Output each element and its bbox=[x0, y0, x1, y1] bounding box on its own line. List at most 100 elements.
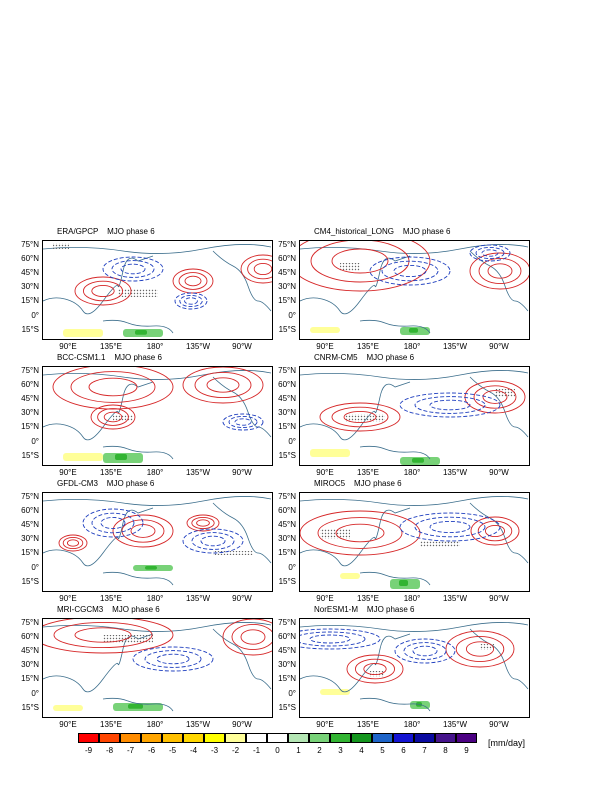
latitude-label: 45°N bbox=[278, 268, 296, 277]
longitude-label: 135°E bbox=[100, 342, 122, 351]
map-frame bbox=[42, 618, 273, 718]
colorbar-tick-label: 6 bbox=[401, 746, 406, 755]
panel-title: CNRM-CM5 MJO phase 6 bbox=[314, 353, 414, 362]
panel-model-name: CM4_historical_LONG bbox=[314, 227, 395, 236]
latitude-label: 75°N bbox=[21, 366, 39, 375]
latitude-label: 15°S bbox=[21, 703, 39, 712]
colorbar-swatch bbox=[183, 733, 204, 743]
latitude-label: 15°N bbox=[21, 296, 39, 305]
panel-title: GFDL-CM3 MJO phase 6 bbox=[57, 479, 154, 488]
latitude-label: 15°S bbox=[21, 451, 39, 460]
longitude-label: 90°W bbox=[489, 468, 509, 477]
latitude-label: 0° bbox=[288, 311, 296, 320]
map-frame bbox=[299, 618, 530, 718]
latitude-label: 30°N bbox=[278, 408, 296, 417]
colorbar-tick-label: -4 bbox=[189, 746, 198, 755]
latitude-label: 30°N bbox=[21, 408, 39, 417]
panel-model-name: GFDL-CM3 bbox=[57, 479, 98, 488]
map-frame bbox=[299, 492, 530, 592]
colorbar-unit: [mm/day] bbox=[488, 738, 526, 748]
longitude-label: 135°W bbox=[442, 468, 468, 477]
latitude-label: 60°N bbox=[278, 632, 296, 641]
longitude-label: 180° bbox=[403, 342, 421, 351]
latitude-label: 45°N bbox=[21, 520, 39, 529]
longitude-label: 135°E bbox=[100, 594, 122, 603]
latitude-label: 15°N bbox=[278, 674, 296, 683]
colorbar-tick-label: 8 bbox=[443, 746, 448, 755]
longitude-label: 90°E bbox=[59, 468, 77, 477]
latitude-label: 60°N bbox=[21, 380, 39, 389]
map-frame bbox=[299, 366, 530, 466]
panel-model-name: MIROC5 bbox=[314, 479, 346, 488]
panel-model-name: BCC-CSM1.1 bbox=[57, 353, 106, 362]
colorbar-swatch bbox=[435, 733, 456, 743]
panel-title: BCC-CSM1.1 MJO phase 6 bbox=[57, 353, 162, 362]
colorbar-swatch bbox=[372, 733, 393, 743]
latitude-label: 75°N bbox=[278, 492, 296, 501]
latitude-label: 60°N bbox=[278, 380, 296, 389]
latitude-label: 15°S bbox=[278, 577, 296, 586]
latitude-label: 30°N bbox=[278, 660, 296, 669]
longitude-label: 180° bbox=[146, 594, 164, 603]
longitude-label: 135°W bbox=[185, 468, 211, 477]
colorbar-swatch bbox=[393, 733, 414, 743]
latitude-label: 60°N bbox=[21, 632, 39, 641]
latitude-label: 60°N bbox=[21, 506, 39, 515]
colorbar-swatch bbox=[204, 733, 225, 743]
colorbar-swatch bbox=[99, 733, 120, 743]
longitude-label: 90°W bbox=[232, 720, 252, 729]
latitude-label: 15°N bbox=[21, 422, 39, 431]
colorbar-swatch bbox=[267, 733, 288, 743]
latitude-label: 75°N bbox=[21, 492, 39, 501]
latitude-label: 15°N bbox=[21, 674, 39, 683]
longitude-label: 180° bbox=[403, 594, 421, 603]
colorbar-swatch bbox=[78, 733, 99, 743]
colorbar-tick-label: 2 bbox=[317, 746, 322, 755]
latitude-label: 45°N bbox=[21, 394, 39, 403]
longitude-label: 180° bbox=[146, 468, 164, 477]
longitude-label: 135°W bbox=[442, 594, 468, 603]
colorbar-tick-label: 5 bbox=[380, 746, 385, 755]
panel-model-name: ERA/GPCP bbox=[57, 227, 99, 236]
panel-phase-label: MJO phase 6 bbox=[357, 353, 415, 362]
colorbar-tick-label: 9 bbox=[464, 746, 469, 755]
latitude-label: 15°S bbox=[278, 325, 296, 334]
latitude-label: 15°N bbox=[278, 422, 296, 431]
latitude-label: 0° bbox=[288, 437, 296, 446]
colorbar-swatch bbox=[246, 733, 267, 743]
latitude-label: 0° bbox=[31, 437, 39, 446]
latitude-label: 15°S bbox=[21, 577, 39, 586]
panel-model-name: MRI-CGCM3 bbox=[57, 605, 104, 614]
panel-title: MIROC5 MJO phase 6 bbox=[314, 479, 402, 488]
colorbar-swatch bbox=[162, 733, 183, 743]
colorbar-tick-label: 0 bbox=[275, 746, 280, 755]
latitude-label: 0° bbox=[31, 689, 39, 698]
colorbar-swatch bbox=[456, 733, 477, 743]
panel-title: ERA/GPCP MJO phase 6 bbox=[57, 227, 155, 236]
longitude-label: 135°W bbox=[185, 594, 211, 603]
latitude-label: 75°N bbox=[278, 240, 296, 249]
latitude-label: 15°S bbox=[21, 325, 39, 334]
panel-title: CM4_historical_LONG MJO phase 6 bbox=[314, 227, 451, 236]
longitude-label: 90°E bbox=[59, 720, 77, 729]
longitude-label: 90°E bbox=[316, 720, 334, 729]
latitude-label: 75°N bbox=[278, 618, 296, 627]
colorbar-tick-label: 1 bbox=[296, 746, 301, 755]
longitude-label: 180° bbox=[403, 468, 421, 477]
latitude-label: 15°N bbox=[278, 548, 296, 557]
longitude-label: 90°E bbox=[59, 342, 77, 351]
latitude-label: 60°N bbox=[21, 254, 39, 263]
longitude-label: 90°E bbox=[59, 594, 77, 603]
colorbar-tick-label: -5 bbox=[168, 746, 177, 755]
latitude-label: 45°N bbox=[278, 520, 296, 529]
latitude-label: 75°N bbox=[21, 240, 39, 249]
panel-phase-label: MJO phase 6 bbox=[345, 479, 402, 488]
longitude-label: 90°E bbox=[316, 342, 334, 351]
latitude-label: 30°N bbox=[278, 534, 296, 543]
latitude-label: 60°N bbox=[278, 254, 296, 263]
colorbar-swatch bbox=[288, 733, 309, 743]
colorbar-swatch bbox=[141, 733, 162, 743]
longitude-label: 135°E bbox=[357, 594, 379, 603]
colorbar-swatch bbox=[351, 733, 372, 743]
longitude-label: 90°E bbox=[316, 594, 334, 603]
